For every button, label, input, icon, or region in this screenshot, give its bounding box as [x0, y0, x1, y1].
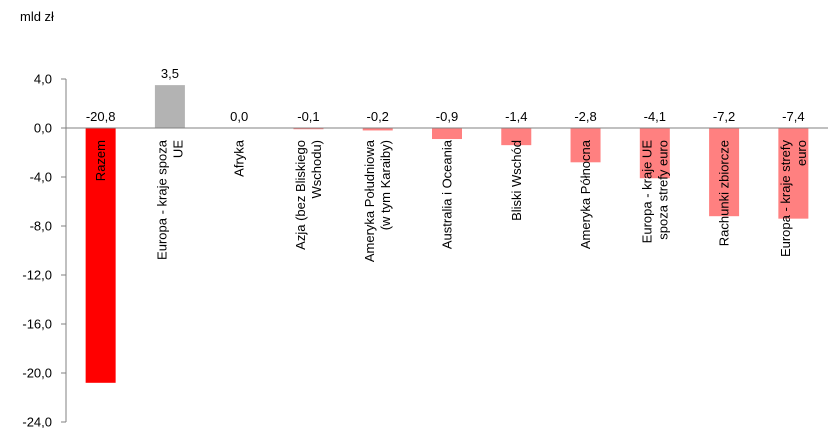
data-label: -7,2	[713, 109, 735, 124]
data-label: -20,8	[86, 109, 116, 124]
bar	[362, 128, 393, 131]
data-label: -2,8	[574, 109, 596, 124]
bar	[432, 128, 462, 140]
bar	[709, 128, 740, 217]
bar	[778, 128, 809, 219]
data-label: -4,1	[644, 109, 666, 124]
y-tick-label: -24,0	[22, 415, 52, 428]
data-label: 3,5	[161, 66, 179, 81]
bar	[293, 128, 324, 130]
data-label: -1,4	[505, 109, 527, 124]
category-label: Ameryka Południowa(w tym Karaiby)	[362, 139, 393, 262]
y-tick-label: -4,0	[30, 170, 52, 185]
data-label: 0,0	[230, 109, 248, 124]
y-tick-label: 4,0	[34, 72, 52, 87]
y-tick-label: 0,0	[34, 121, 52, 136]
y-tick-label: -20,0	[22, 366, 52, 381]
data-label: -0,9	[436, 109, 458, 124]
category-label: Afryka	[232, 139, 247, 177]
y-tick-label: -12,0	[22, 268, 52, 283]
y-tick-label: -16,0	[22, 317, 52, 332]
bar	[154, 85, 185, 128]
category-label: Rachunki zbiorcze	[717, 140, 732, 246]
data-label: -0,2	[367, 109, 389, 124]
category-label: Europa - kraje spozaUE	[154, 139, 185, 260]
bar	[85, 128, 116, 383]
y-tick-label: -8,0	[30, 219, 52, 234]
bar	[639, 128, 670, 179]
category-label: Europa - kraje strefyeuro	[778, 140, 809, 258]
category-label: Azja (bez BliskiegoWschodu)	[293, 140, 324, 250]
data-label: -7,4	[782, 109, 804, 124]
category-label: Razem	[93, 140, 108, 181]
category-label: Bliski Wschód	[509, 140, 524, 221]
y-axis-unit-label: mld zł	[20, 9, 54, 24]
data-label: -0,1	[297, 109, 319, 124]
bar	[570, 128, 601, 163]
category-label: Australia i Oceania	[440, 139, 455, 249]
category-label: Ameryka Północna	[578, 139, 593, 249]
category-label: Europa - kraje UEspoza strefy euro	[639, 140, 670, 244]
bar	[501, 128, 532, 146]
